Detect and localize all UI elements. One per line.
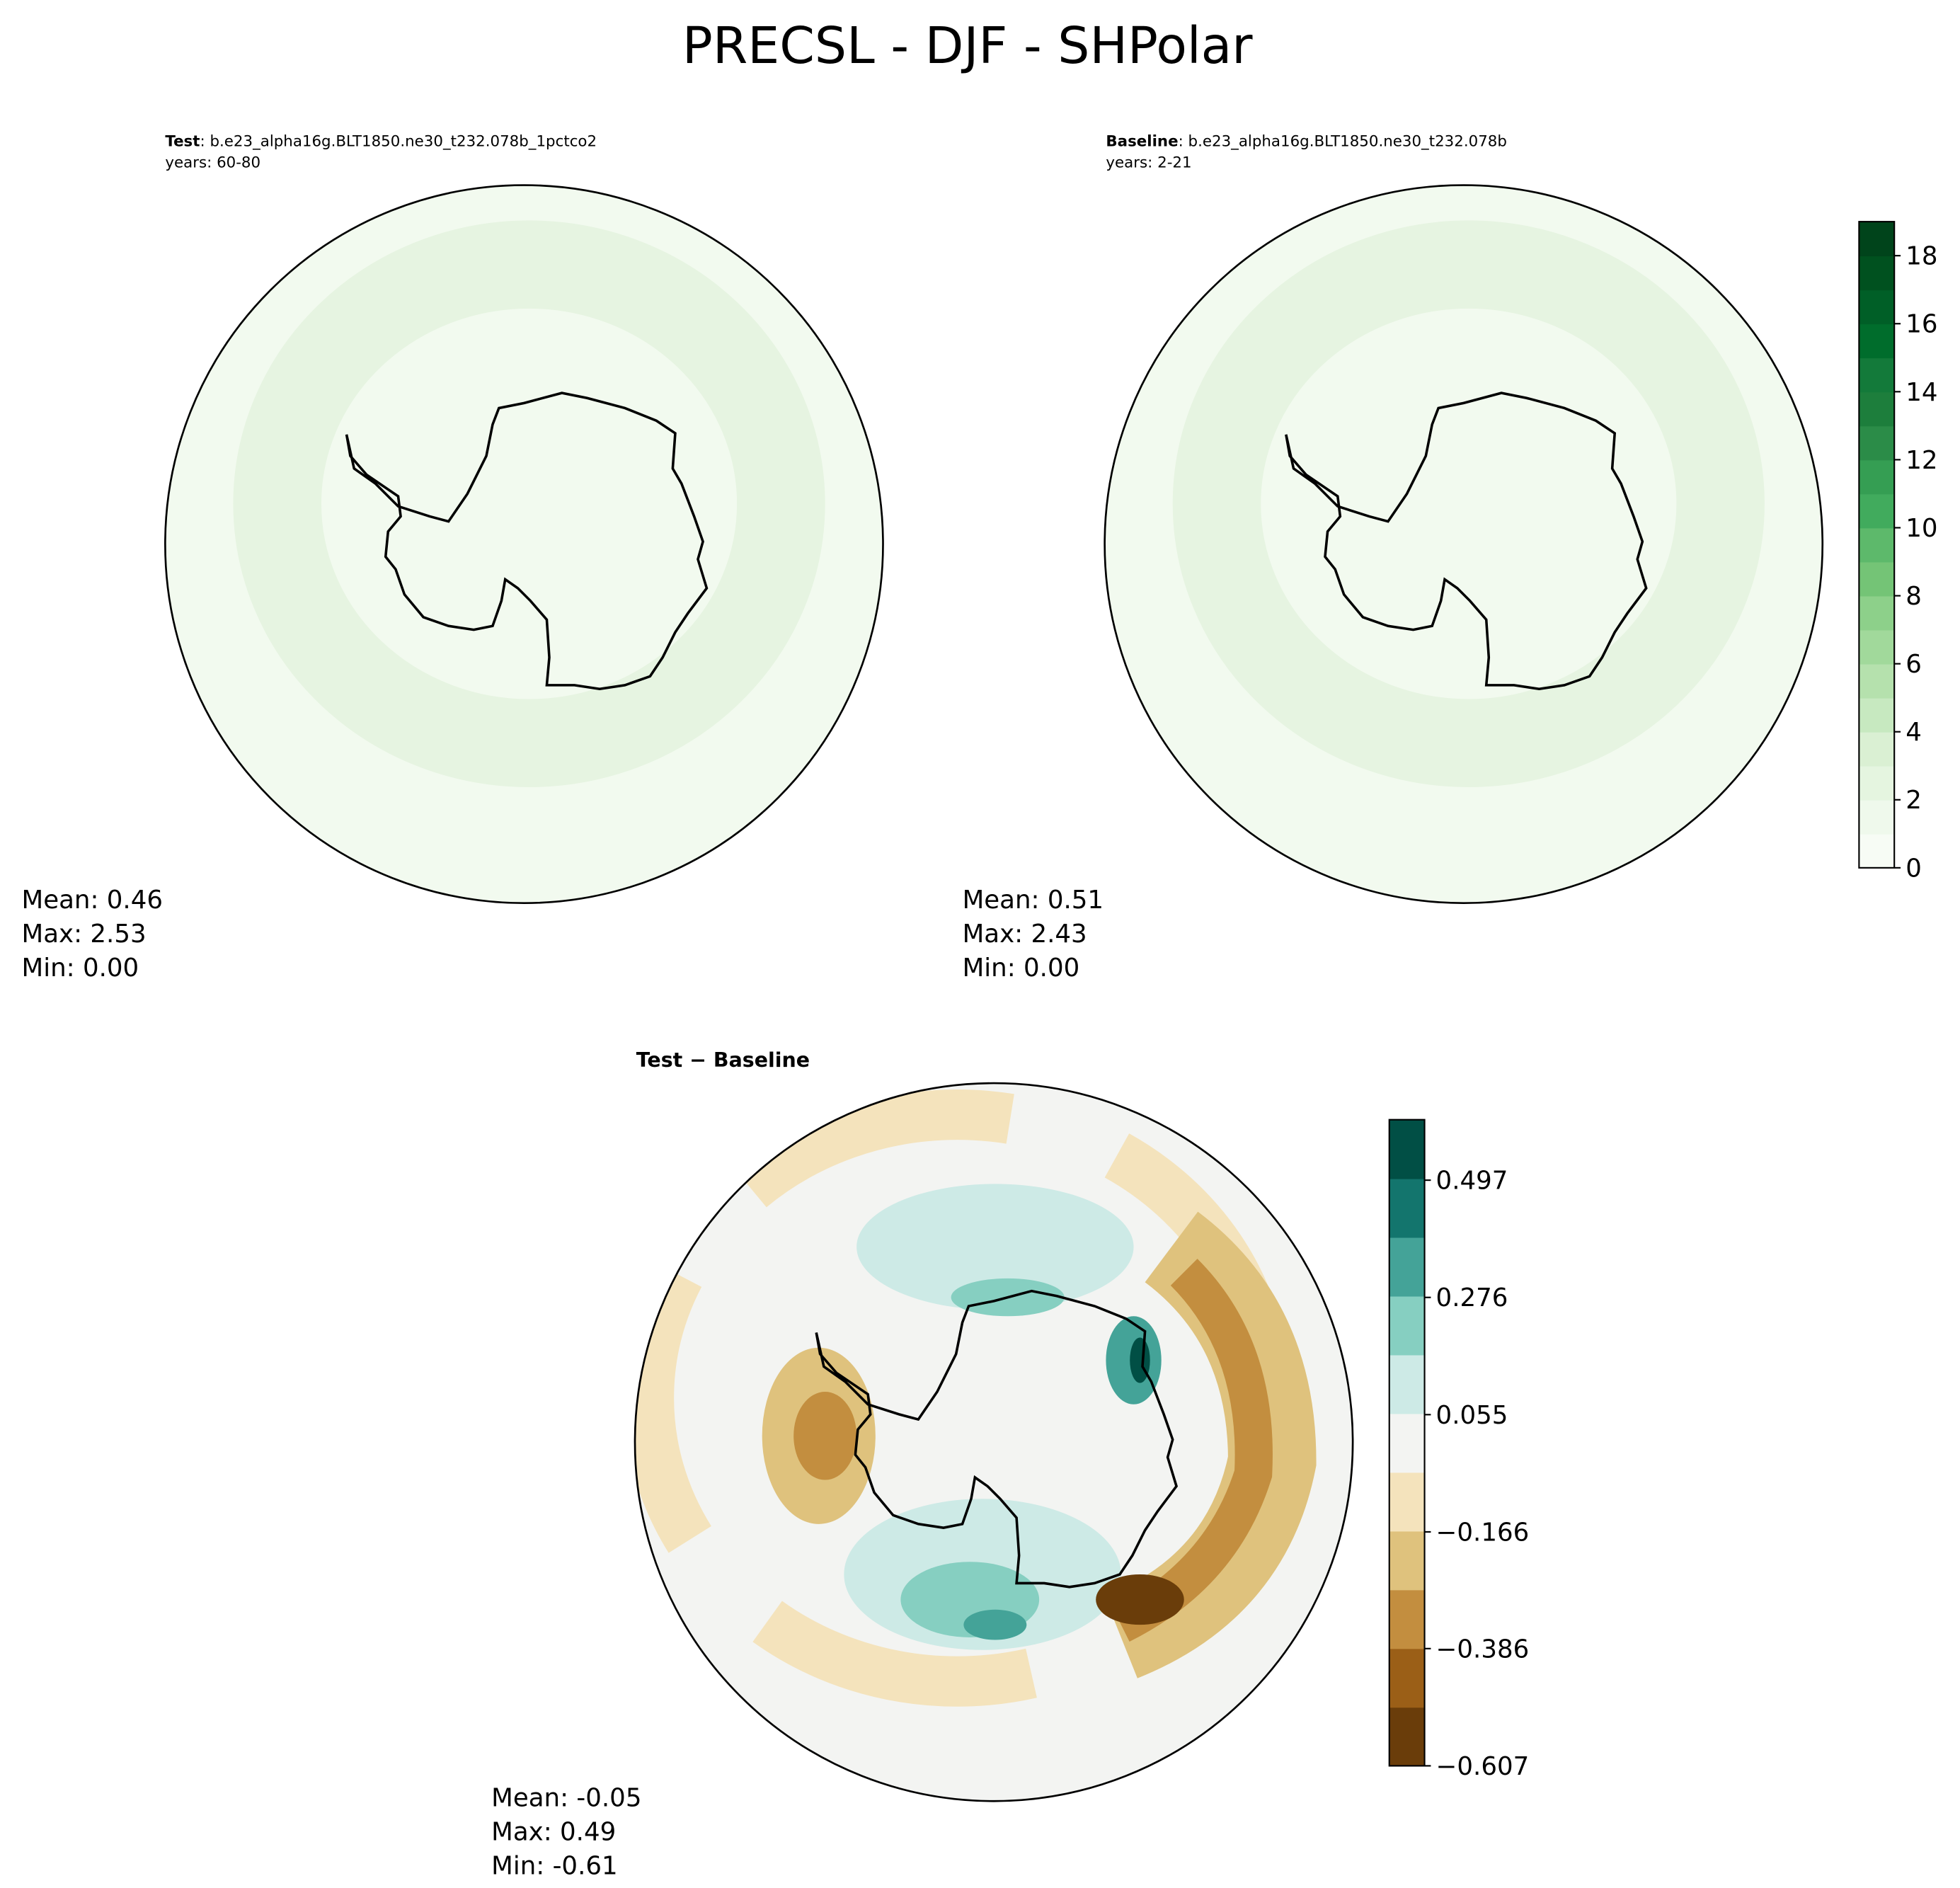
panel-header: Test − Baseline xyxy=(636,1048,810,1072)
case-role: Test xyxy=(165,132,200,150)
stat: Max: 2.43 xyxy=(963,920,1087,949)
colorbar-tick-label: 14 xyxy=(1905,378,1937,407)
panel-header: Baseline: b.e23_alpha16g.BLT1850.ne30_t2… xyxy=(1106,132,1507,150)
colorbar-tick-label: 0.276 xyxy=(1436,1283,1508,1312)
colorbar-segment xyxy=(1859,527,1895,563)
colorbar-segment xyxy=(1859,425,1895,461)
colorbar-segment xyxy=(1859,731,1895,767)
colorbar-segment xyxy=(1859,799,1895,835)
colorbar-segment xyxy=(1859,256,1895,291)
colorbar-segment xyxy=(1859,357,1895,393)
stat: Min: 0.00 xyxy=(22,954,139,983)
colorbar-tick-label: 0 xyxy=(1905,854,1922,883)
colorbar-tick-label: 2 xyxy=(1905,786,1922,815)
colorbar-segment xyxy=(1389,1648,1425,1708)
colorbar-tick-label: 8 xyxy=(1905,582,1922,611)
map-test xyxy=(164,184,884,905)
colorbar-segment xyxy=(1389,1589,1425,1649)
panel-header: Test: b.e23_alpha16g.BLT1850.ne30_t232.0… xyxy=(165,132,597,150)
colorbar-segment xyxy=(1859,290,1895,325)
colorbar-tick-label: −0.166 xyxy=(1436,1518,1530,1547)
colorbar-segment xyxy=(1389,1178,1425,1238)
colorbar-segment xyxy=(1389,1531,1425,1591)
colorbar-segment xyxy=(1859,222,1895,257)
stat: Max: 2.53 xyxy=(22,920,147,949)
stat: Max: 0.49 xyxy=(491,1817,616,1846)
case-name: : b.e23_alpha16g.BLT1850.ne30_t232.078b_… xyxy=(200,132,597,150)
colorbar-tick-label: 16 xyxy=(1905,310,1937,339)
stat: Mean: 0.46 xyxy=(22,886,163,915)
colorbar-segment xyxy=(1389,1295,1425,1356)
colorbar-segment xyxy=(1389,1237,1425,1297)
colorbar-segment xyxy=(1859,493,1895,529)
years: years: 2-21 xyxy=(1106,154,1191,172)
colorbar-tick-label: 0.055 xyxy=(1436,1401,1508,1430)
colorbar-frame xyxy=(1388,1119,1426,1767)
colorbar-tick-label: −0.386 xyxy=(1436,1635,1530,1664)
colorbar-segment xyxy=(1389,1472,1425,1532)
case-role: Baseline xyxy=(1106,132,1178,150)
map-baseline xyxy=(1104,184,1824,905)
map-difference xyxy=(634,1082,1354,1802)
colorbar-tick-label: −0.607 xyxy=(1436,1752,1530,1781)
colorbar-segment xyxy=(1859,561,1895,597)
colorbar-tick-label: 6 xyxy=(1905,650,1922,679)
colorbar-tick-label: 12 xyxy=(1905,446,1937,475)
colorbar-segment xyxy=(1859,697,1895,733)
colorbar-segment xyxy=(1859,833,1895,869)
colorbar-segment xyxy=(1859,663,1895,699)
years: years: 60-80 xyxy=(165,154,260,172)
colorbar-tick-label: 18 xyxy=(1905,242,1937,271)
colorbar-segment xyxy=(1859,459,1895,495)
colorbar-tick-label: 4 xyxy=(1905,718,1922,747)
colorbar-segment xyxy=(1389,1413,1425,1473)
case-name: : b.e23_alpha16g.BLT1850.ne30_t232.078b xyxy=(1179,132,1507,150)
stat: Min: 0.00 xyxy=(963,954,1080,983)
stat: Min: -0.61 xyxy=(491,1851,617,1880)
stat: Mean: 0.51 xyxy=(963,886,1104,915)
colorbar-tick-label: 10 xyxy=(1905,514,1937,543)
stat: Mean: -0.05 xyxy=(491,1783,641,1812)
colorbar-segment xyxy=(1859,629,1895,665)
colorbar-tick-label: 0.497 xyxy=(1436,1167,1508,1196)
colorbar-segment xyxy=(1859,595,1895,631)
figure-title: PRECSL - DJF - SHPolar xyxy=(682,16,1253,75)
colorbar-segment xyxy=(1389,1354,1425,1414)
colorbar-segment xyxy=(1859,324,1895,359)
colorbar-segment xyxy=(1859,391,1895,427)
colorbar-segment xyxy=(1859,765,1895,801)
colorbar-segment xyxy=(1389,1119,1425,1179)
colorbar-segment xyxy=(1389,1707,1425,1767)
colorbar-frame xyxy=(1858,221,1896,869)
